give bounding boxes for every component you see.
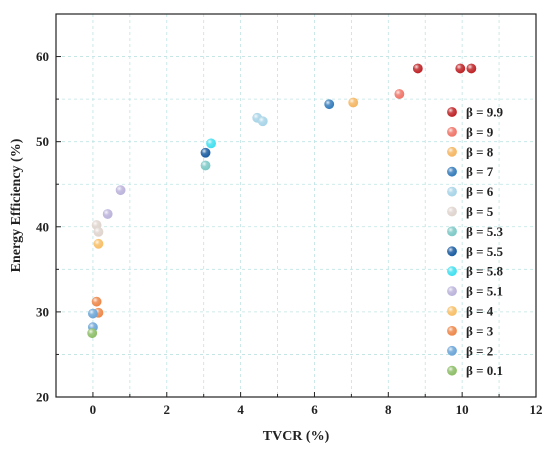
data-point xyxy=(88,308,98,319)
legend-marker xyxy=(447,126,457,137)
legend-label: β = 0.1 xyxy=(466,363,503,378)
data-point xyxy=(348,97,359,108)
legend: β = 9.9 β = 9 β = 8 β = 7 β = 6 β = 5 β = 5.3 β… xyxy=(447,105,504,378)
legend-item: β = 5.5 xyxy=(447,244,504,259)
x-tick-label: 8 xyxy=(385,402,392,417)
legend-marker xyxy=(447,246,457,257)
legend-item: β = 5.8 xyxy=(447,264,504,279)
y-tick-label: 20 xyxy=(36,390,49,405)
legend-marker xyxy=(447,226,457,237)
x-tick-label: 0 xyxy=(90,402,97,417)
data-point xyxy=(91,296,102,307)
legend-marker xyxy=(447,325,457,336)
legend-item: β = 7 xyxy=(447,164,494,179)
legend-label: β = 2 xyxy=(466,343,493,358)
legend-label: β = 8 xyxy=(466,144,494,159)
data-point xyxy=(455,63,466,74)
legend-marker xyxy=(447,206,457,217)
legend-item: β = 5 xyxy=(447,204,494,219)
legend-label: β = 9 xyxy=(466,124,494,139)
x-tick-label: 6 xyxy=(311,402,318,417)
legend-item: β = 4 xyxy=(447,304,494,319)
legend-label: β = 3 xyxy=(466,323,494,338)
legend-marker xyxy=(447,186,457,197)
legend-label: β = 7 xyxy=(466,164,494,179)
legend-item: β = 0.1 xyxy=(447,363,503,378)
legend-item: β = 2 xyxy=(447,343,493,358)
data-point xyxy=(93,226,104,237)
x-tick-label: 12 xyxy=(530,402,543,417)
data-point xyxy=(394,89,405,99)
legend-item: β = 8 xyxy=(447,144,494,159)
data-point xyxy=(412,63,423,74)
plot-frame xyxy=(55,13,537,398)
data-point xyxy=(102,209,113,219)
legend-label: β = 9.9 xyxy=(466,105,504,120)
x-axis-title: TVCR (%) xyxy=(263,429,330,444)
legend-label: β = 4 xyxy=(466,304,494,319)
data-point xyxy=(206,138,216,149)
y-axis-title: Energy Efficiency (%) xyxy=(9,138,24,272)
x-tick-label: 4 xyxy=(237,402,244,417)
legend-marker xyxy=(447,107,457,117)
legend-label: β = 5.1 xyxy=(466,284,503,299)
data-point xyxy=(257,116,268,127)
legend-marker xyxy=(447,345,457,356)
y-tick-label: 40 xyxy=(36,219,49,234)
legend-marker xyxy=(447,166,457,177)
data-point xyxy=(200,160,211,171)
legend-item: β = 6 xyxy=(447,184,494,199)
legend-marker xyxy=(447,146,457,157)
legend-marker xyxy=(447,365,457,376)
y-tick-label: 50 xyxy=(36,134,49,149)
legend-item: β = 5.3 xyxy=(447,224,504,239)
data-point xyxy=(200,147,211,158)
legend-label: β = 5 xyxy=(466,204,494,219)
legend-marker xyxy=(447,266,457,277)
x-tick-label: 10 xyxy=(456,402,469,417)
axis-ticks: 0 2 4 6 8 10 12 20 30 40 50 60 xyxy=(36,49,543,417)
legend-label: β = 5.5 xyxy=(466,244,504,259)
legend-item: β = 9 xyxy=(447,124,494,139)
legend-label: β = 5.3 xyxy=(466,224,504,239)
legend-label: β = 6 xyxy=(466,184,494,199)
data-points xyxy=(87,63,477,339)
legend-item: β = 5.1 xyxy=(447,284,503,299)
data-point xyxy=(93,238,104,249)
x-tick-label: 2 xyxy=(164,402,171,417)
data-point xyxy=(466,63,477,74)
legend-marker xyxy=(447,306,457,316)
legend-marker xyxy=(447,286,457,296)
data-point xyxy=(115,185,126,196)
y-tick-label: 30 xyxy=(36,304,49,319)
y-tick-label: 60 xyxy=(36,49,49,64)
legend-item: β = 9.9 xyxy=(447,105,504,120)
data-point xyxy=(324,99,335,110)
legend-item: β = 3 xyxy=(447,323,494,338)
data-point xyxy=(87,328,98,339)
legend-label: β = 5.8 xyxy=(466,264,504,279)
